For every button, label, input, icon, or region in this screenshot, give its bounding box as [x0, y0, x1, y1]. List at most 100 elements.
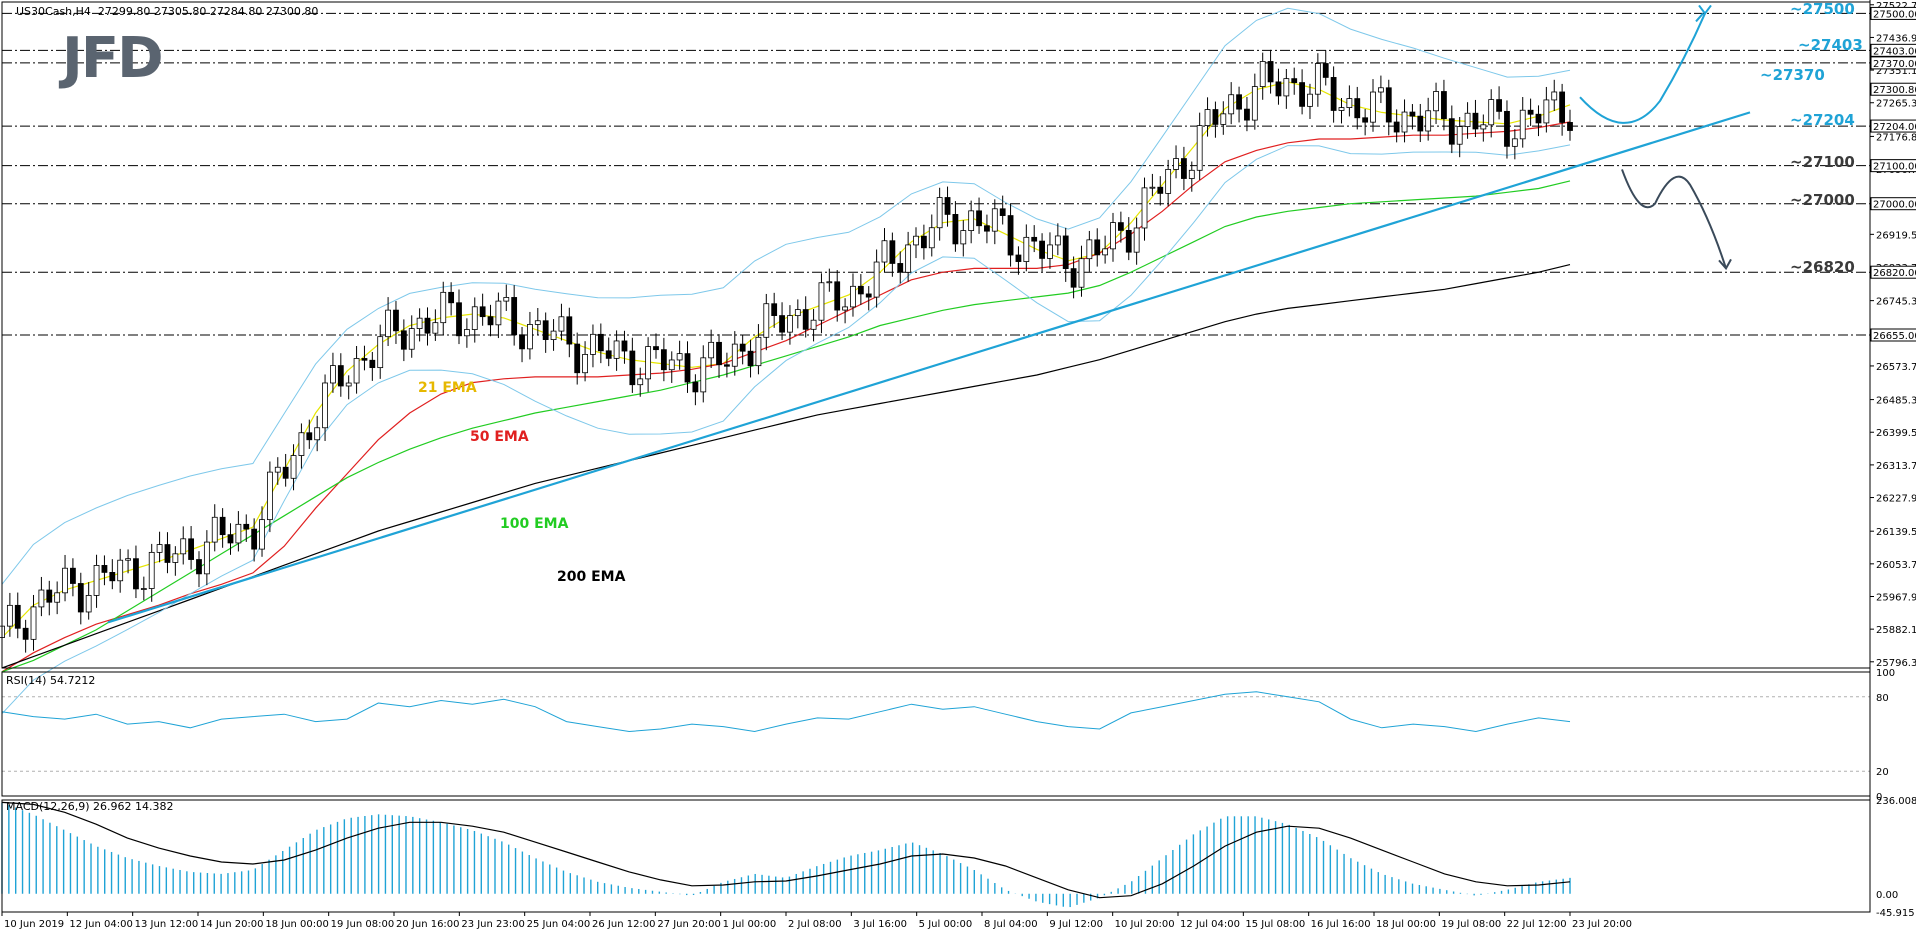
- candle-body: [629, 350, 636, 386]
- candle-body: [180, 538, 187, 555]
- candle-body: [881, 240, 888, 263]
- candle-body: [802, 309, 809, 330]
- candle-body: [991, 208, 998, 232]
- x-tick-label: 22 Jul 12:00: [1507, 919, 1567, 930]
- candle-body: [30, 606, 37, 640]
- candle-body: [1212, 109, 1219, 125]
- candle-body: [1125, 229, 1132, 253]
- macd-tick-label: -45.915: [1876, 908, 1915, 919]
- candle-body: [1480, 124, 1487, 130]
- candle-body: [345, 382, 352, 387]
- candle-body: [897, 263, 904, 273]
- candle-body: [440, 291, 447, 324]
- candle-body: [1559, 91, 1566, 123]
- x-tick-label: 19 Jun 08:00: [331, 919, 395, 930]
- candle-body: [306, 432, 313, 441]
- price-tag-label: 26820.00: [1873, 268, 1916, 279]
- candle-body: [913, 235, 919, 246]
- candle-body: [968, 210, 975, 231]
- candle-body: [527, 324, 533, 350]
- candle-body: [842, 306, 848, 311]
- rsi-title: RSI(14) 54.7212: [6, 674, 96, 687]
- current-price-label: 27300.80: [1873, 85, 1916, 96]
- candle-body: [1551, 91, 1558, 101]
- symbol-label: US30Cash,H4: [16, 5, 91, 18]
- candle-body: [1370, 91, 1376, 123]
- candle-body: [1244, 108, 1250, 121]
- candle-body: [818, 282, 825, 321]
- level-label-27000: ~27000: [1790, 191, 1855, 209]
- candle-body: [148, 551, 155, 589]
- y-tick-label: 26227.90: [1876, 494, 1916, 505]
- candle-body: [873, 261, 880, 298]
- candle-body: [140, 588, 147, 590]
- jfd-logo: JFD: [62, 26, 164, 91]
- candle-body: [826, 281, 833, 284]
- candle-body: [117, 559, 124, 582]
- candle-body: [1117, 222, 1124, 231]
- candle-body: [558, 316, 565, 332]
- x-tick-label: 2 Jul 08:00: [788, 919, 842, 930]
- candle-body: [164, 544, 171, 563]
- candle-body: [1354, 98, 1361, 119]
- price-tag-label: 27204.00: [1873, 122, 1916, 133]
- candle-body: [456, 302, 462, 337]
- ema50-label: 50 EMA: [470, 429, 529, 445]
- x-tick-label: 13 Jun 12:00: [135, 919, 199, 930]
- candle-body: [794, 309, 801, 317]
- candle-body: [1094, 239, 1101, 256]
- y-tick-label: 25882.10: [1876, 625, 1916, 636]
- candle-body: [1062, 235, 1069, 270]
- y-tick-label: 27436.90: [1876, 33, 1916, 44]
- candle-body: [266, 471, 273, 521]
- candle-body: [1314, 63, 1321, 95]
- candle-body: [676, 353, 683, 361]
- candle-body: [645, 346, 652, 380]
- candle-body: [101, 565, 108, 573]
- candle-body: [1511, 138, 1518, 147]
- candle-body: [196, 559, 202, 575]
- chart-title: US30Cash,H4 27299.80 27305.80 27284.80 2…: [16, 5, 318, 18]
- candle-body: [1567, 122, 1573, 131]
- price-tag: [1870, 159, 1916, 173]
- x-tick-label: 25 Jun 04:00: [527, 919, 591, 930]
- candle-body: [1078, 258, 1085, 288]
- y-tick-label: 25967.90: [1876, 592, 1916, 603]
- candle-body: [1102, 248, 1109, 256]
- price-tag: [1870, 6, 1916, 20]
- level-label-27204: ~27204: [1790, 111, 1855, 129]
- x-tick-label: 9 Jul 12:00: [1049, 919, 1103, 930]
- candle-body: [1086, 239, 1093, 260]
- candle-body: [889, 240, 896, 264]
- candle-body: [1023, 236, 1030, 262]
- candle-body: [1015, 254, 1022, 262]
- candle-body: [1251, 86, 1258, 121]
- candle-body: [928, 227, 935, 249]
- candle-body: [369, 359, 376, 369]
- candle-body: [219, 516, 226, 536]
- bollinger-lower: [1, 144, 1571, 715]
- bollinger-upper: [1, 7, 1571, 585]
- candle-body: [976, 210, 982, 227]
- ema-line-50ema: [1, 121, 1571, 673]
- candle-body: [1110, 222, 1116, 250]
- candle-body: [432, 322, 439, 334]
- panel-frame: [1, 671, 1871, 797]
- candle-body: [1220, 113, 1227, 125]
- candle-body: [337, 365, 344, 387]
- rsi-line: [1, 691, 1571, 733]
- level-label-27370: ~27370: [1760, 66, 1825, 84]
- ema200-label: 200 EMA: [557, 569, 626, 585]
- candle-body: [1259, 61, 1266, 87]
- rsi-tick-label: 80: [1876, 693, 1889, 704]
- candle-body: [62, 567, 68, 594]
- candle-body: [416, 317, 423, 329]
- price-tag-label: 27100.00: [1873, 162, 1916, 173]
- rsi-tick-label: 100: [1876, 668, 1895, 679]
- candle-body: [763, 303, 770, 338]
- candle-body: [1173, 158, 1179, 170]
- bearish-arrowhead: [1718, 258, 1732, 271]
- candle-body: [747, 350, 754, 367]
- x-tick-label: 3 Jul 16:00: [853, 919, 907, 930]
- candle-body: [1496, 99, 1502, 112]
